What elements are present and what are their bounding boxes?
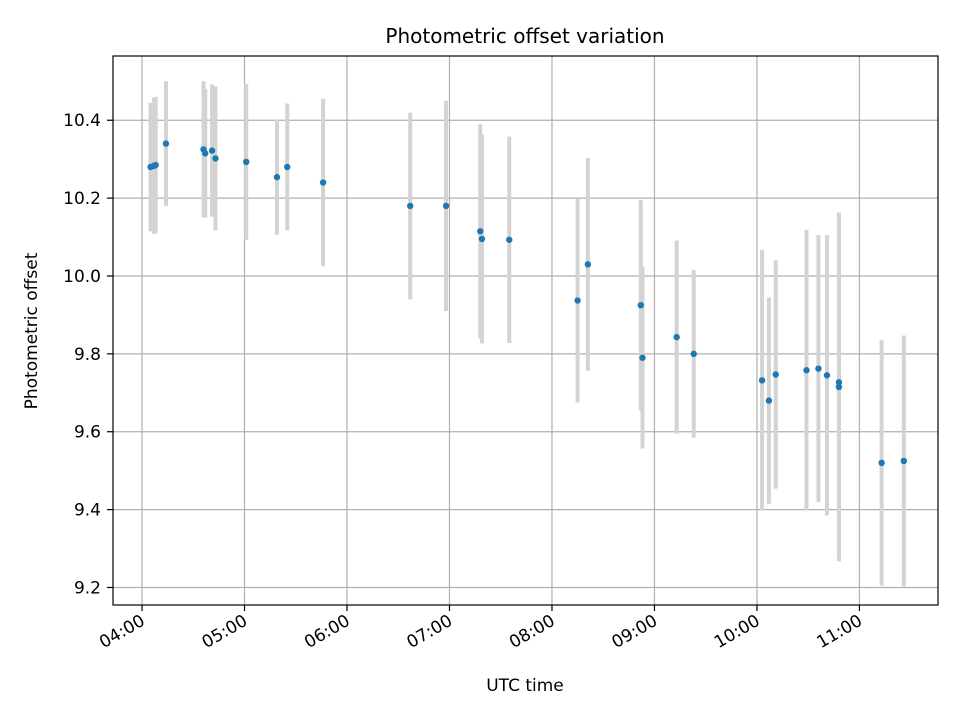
y-tick-label: 10.4 — [63, 111, 101, 131]
data-point — [765, 397, 773, 404]
data-point — [208, 147, 216, 154]
data-points — [147, 140, 908, 467]
data-point — [878, 459, 885, 467]
y-tick-label: 9.8 — [74, 345, 101, 365]
data-point — [284, 163, 291, 171]
y-tick-label: 9.2 — [74, 578, 101, 598]
data-point — [835, 379, 843, 386]
data-point — [815, 365, 822, 372]
data-point — [442, 202, 450, 210]
data-point — [212, 155, 219, 162]
x-axis-label: UTC time — [486, 676, 564, 696]
chart-title: Photometric offset variation — [385, 24, 664, 48]
data-point — [690, 350, 697, 358]
data-point — [273, 173, 281, 181]
data-point — [639, 354, 646, 361]
data-point — [574, 297, 581, 304]
data-point — [900, 457, 908, 465]
data-point — [407, 202, 414, 210]
data-point — [162, 140, 170, 147]
y-tick-label: 9.4 — [74, 501, 101, 521]
data-point — [758, 377, 766, 384]
data-point — [152, 161, 159, 169]
data-point — [772, 371, 779, 378]
data-point — [202, 150, 209, 157]
data-point — [673, 333, 680, 341]
y-axis-label: Photometric offset — [22, 252, 42, 409]
y-tick-label: 10.0 — [63, 267, 101, 287]
data-point — [637, 301, 644, 309]
data-point — [835, 383, 843, 391]
y-axis-ticks: 9.2 9.4 9.6 9.8 10.0 10.2 10.4 — [63, 111, 113, 598]
data-point — [584, 261, 592, 268]
data-point — [319, 179, 327, 186]
y-tick-label: 9.6 — [74, 423, 101, 443]
plot-frame — [112, 55, 939, 606]
y-tick-label: 10.2 — [63, 189, 101, 209]
grid — [113, 56, 938, 605]
data-point — [506, 236, 513, 243]
data-point — [477, 228, 484, 235]
data-point — [823, 372, 831, 379]
data-point — [243, 158, 250, 166]
data-point — [803, 367, 810, 374]
data-point — [478, 235, 486, 243]
